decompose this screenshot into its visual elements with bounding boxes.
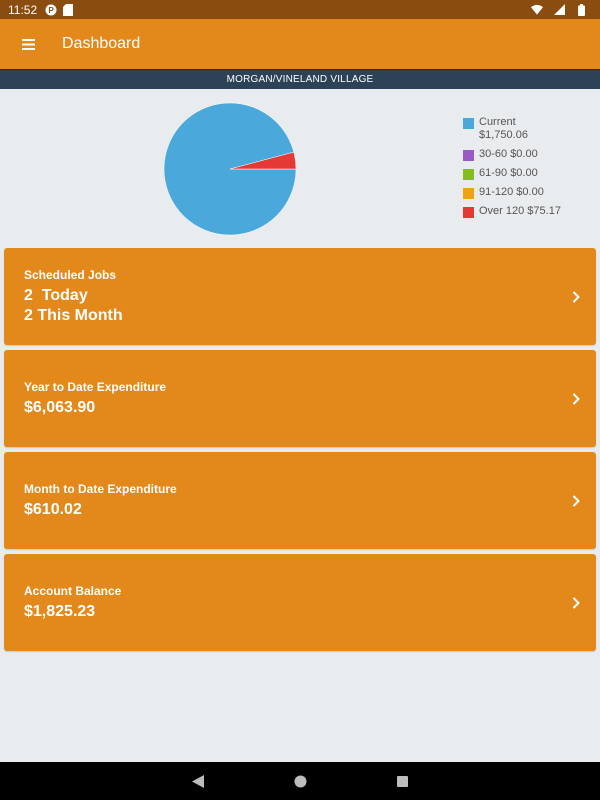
legend-item: 30-60 $0.00 [463, 148, 561, 161]
card-value: 2 This Month [24, 306, 123, 324]
signal-icon [553, 4, 565, 16]
legend-swatch [463, 118, 474, 129]
legend-label-value: $1,750.06 [479, 129, 528, 141]
card-value: $1,825.23 [24, 602, 96, 620]
chevron-right-icon [572, 596, 580, 609]
legend-swatch [463, 188, 474, 199]
back-triangle-icon [192, 774, 204, 788]
card-account-balance[interactable]: Account Balance $1,825.23 [4, 554, 596, 651]
legend-label: Current $1,750.06 [479, 116, 528, 142]
card-scheduled-jobs[interactable]: Scheduled Jobs 2 Today 2 This Month [4, 248, 596, 345]
aging-pie-chart [163, 102, 297, 236]
legend-item: 91-120 $0.00 [463, 186, 561, 199]
chevron-right-icon [572, 290, 580, 303]
legend-label: 61-90 $0.00 [479, 167, 538, 179]
card-value: $610.02 [24, 500, 82, 518]
svg-text:P: P [48, 6, 54, 15]
chevron-right-icon [572, 494, 580, 507]
legend-label: 91-120 $0.00 [479, 186, 544, 198]
card-value: 2 Today [24, 286, 88, 304]
back-button[interactable] [188, 771, 208, 791]
pie-slice-over-120[interactable] [229, 151, 297, 170]
legend-item: 61-90 $0.00 [463, 167, 561, 180]
legend-label: Over 120 $75.17 [479, 205, 561, 217]
home-button[interactable] [290, 771, 310, 791]
legend-item: Current $1,750.06 [463, 116, 561, 142]
card-label: Month to Date Expenditure [24, 481, 177, 496]
card-year-to-date-expenditure[interactable]: Year to Date Expenditure $6,063.90 [4, 350, 596, 447]
legend-label: 30-60 $0.00 [479, 148, 538, 160]
recents-button[interactable] [392, 771, 412, 791]
navigation-bar [0, 762, 600, 800]
wifi-icon [531, 4, 543, 16]
menu-button[interactable] [0, 19, 56, 69]
sd-card-icon [62, 3, 74, 16]
aging-chart-area: Current $1,750.06 30-60 $0.00 61-90 $0.00 91… [0, 89, 600, 244]
card-month-to-date-expenditure[interactable]: Month to Date Expenditure $610.02 [4, 452, 596, 549]
site-name: MORGAN/VINELAND VILLAGE [226, 74, 374, 85]
status-bar: 11:52 P [0, 0, 600, 19]
status-time: 11:52 [8, 2, 38, 17]
card-value: $6,063.90 [24, 398, 96, 416]
card-label: Scheduled Jobs [24, 267, 117, 282]
chart-legend: Current $1,750.06 30-60 $0.00 61-90 $0.00 91… [463, 116, 561, 224]
app-bar: Dashboard [0, 19, 600, 69]
legend-item: Over 120 $75.17 [463, 205, 561, 218]
dashboard-cards: Scheduled Jobs 2 Today 2 This Month Year to… [4, 248, 596, 656]
chevron-right-icon [572, 392, 580, 405]
legend-swatch [463, 150, 474, 161]
legend-swatch [463, 169, 474, 180]
legend-label-name: Current [479, 116, 516, 128]
site-name-bar: MORGAN/VINELAND VILLAGE [0, 69, 600, 89]
notification-p-icon: P [45, 4, 57, 16]
home-circle-icon [294, 775, 306, 787]
page-title: Dashboard [62, 35, 141, 52]
card-label: Year to Date Expenditure [24, 379, 167, 394]
hamburger-menu-icon [21, 38, 35, 50]
legend-swatch [463, 207, 474, 218]
card-label: Account Balance [24, 583, 122, 598]
recents-square-icon [396, 775, 408, 787]
battery-icon [575, 3, 587, 16]
